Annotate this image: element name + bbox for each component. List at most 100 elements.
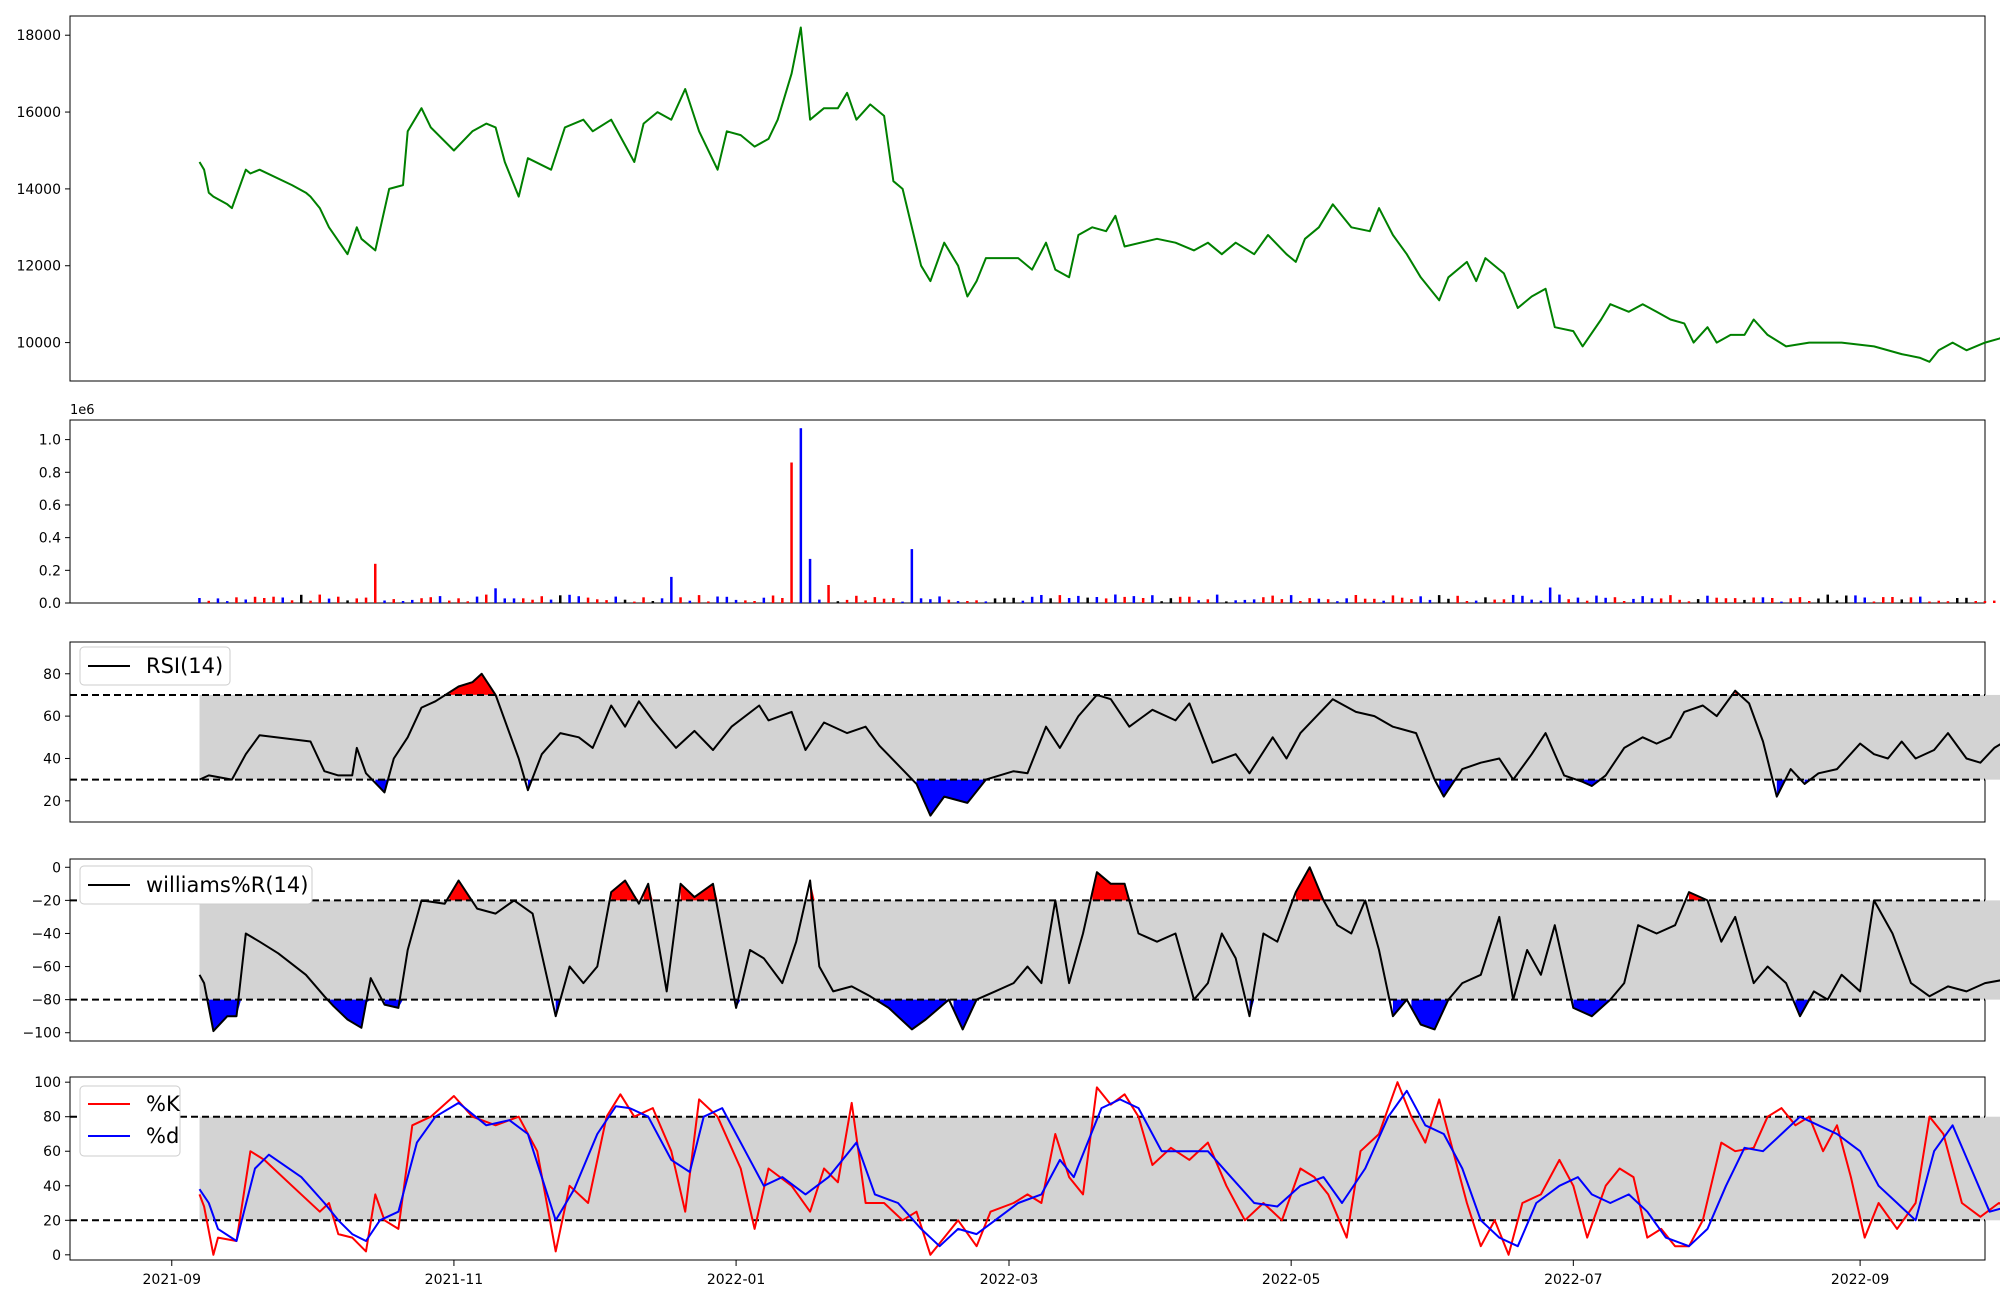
rsi-line bbox=[199, 672, 2000, 817]
rsi-neutral-band bbox=[199, 694, 2000, 780]
volume-bar bbox=[642, 597, 645, 603]
volume-bar bbox=[845, 599, 849, 603]
volume-bar bbox=[596, 599, 599, 603]
volume-bar bbox=[1104, 598, 1108, 603]
volume-bar bbox=[1835, 600, 1839, 603]
volume-bar bbox=[1336, 601, 1339, 603]
volume-bar bbox=[1428, 599, 1432, 603]
volume-bar bbox=[1447, 598, 1450, 603]
volume-bar bbox=[1872, 601, 1876, 603]
y-tick-label: 60 bbox=[43, 709, 61, 725]
volume-bar bbox=[651, 601, 655, 603]
y-tick-label: 0.8 bbox=[39, 465, 61, 481]
volume-bar bbox=[744, 600, 747, 603]
y-tick-label: 0.4 bbox=[39, 531, 61, 547]
stochastic-legend-k-label: %K bbox=[146, 1092, 181, 1116]
volume-bar bbox=[337, 596, 340, 603]
y-tick-label: 16000 bbox=[16, 105, 61, 121]
williams-legend-box bbox=[79, 865, 313, 905]
volume-bar bbox=[1845, 595, 1848, 603]
volume-bar bbox=[605, 600, 608, 603]
volume-bar bbox=[1937, 600, 1940, 603]
volume-offset-label: 1e6 bbox=[70, 403, 95, 418]
y-tick-label: 12000 bbox=[16, 259, 61, 275]
volume-bar bbox=[623, 599, 627, 603]
panel-stochastic: 0 20 40 60 80 100 %K %d 2021-09 2021-11 2022-01… bbox=[34, 1075, 2000, 1288]
stochastic-y-ticks: 0 20 40 60 80 100 bbox=[34, 1075, 70, 1264]
volume-bar bbox=[457, 598, 460, 603]
volume-bar bbox=[531, 599, 534, 603]
volume-bar bbox=[263, 598, 266, 603]
y-tick-label: −20 bbox=[31, 893, 61, 909]
volume-bar bbox=[1909, 597, 1913, 603]
volume-bar bbox=[919, 598, 923, 603]
volume-bar bbox=[586, 597, 590, 603]
volume-bar bbox=[1345, 598, 1348, 603]
volume-bar bbox=[1826, 594, 1829, 603]
volume-bar bbox=[226, 601, 229, 603]
volume-bar bbox=[1419, 596, 1422, 603]
volume-bar bbox=[318, 594, 321, 603]
volume-bar bbox=[1493, 599, 1496, 603]
volume-bar bbox=[975, 600, 978, 603]
volume-bar bbox=[1808, 601, 1811, 603]
volume-bar bbox=[762, 597, 766, 603]
volume-bar bbox=[485, 594, 488, 603]
panel-price: 10000 12000 14000 16000 18000 bbox=[16, 15, 2000, 382]
volume-bar bbox=[1410, 599, 1413, 603]
y-tick-label: 18000 bbox=[16, 28, 61, 44]
volume-bar bbox=[559, 595, 562, 603]
volume-bar bbox=[1974, 601, 1977, 603]
volume-bar bbox=[1225, 601, 1228, 603]
volume-bar bbox=[568, 594, 571, 603]
volume-bar bbox=[1780, 601, 1783, 603]
volume-bar bbox=[364, 597, 368, 603]
volume-y-ticks: 0.0 0.2 0.4 0.6 0.8 1.0 bbox=[39, 433, 70, 612]
volume-bar bbox=[679, 597, 682, 603]
volume-bar bbox=[1761, 597, 1765, 603]
y-tick-label: 0.0 bbox=[39, 596, 61, 612]
volume-bar bbox=[1595, 595, 1598, 603]
volume-bar bbox=[1706, 595, 1709, 603]
volume-bar bbox=[956, 601, 960, 603]
volume-bar bbox=[614, 596, 617, 603]
y-tick-label: 20 bbox=[43, 1213, 61, 1229]
volume-bar bbox=[1151, 595, 1154, 603]
volume-bar bbox=[1956, 598, 1959, 603]
panel-volume: 1e6 0.0 0.2 0.4 0.6 0.8 1.0 bbox=[39, 403, 1996, 612]
y-tick-label: 10000 bbox=[16, 336, 61, 352]
volume-bar bbox=[1983, 601, 1987, 603]
y-tick-label: 0.6 bbox=[39, 498, 61, 514]
volume-bar bbox=[1946, 601, 1950, 603]
volume-bar bbox=[1188, 596, 1191, 603]
volume-bar bbox=[1632, 598, 1635, 603]
volume-bar bbox=[448, 600, 451, 603]
volume-bar bbox=[1299, 601, 1302, 603]
x-tick-label: 2021-11 bbox=[425, 1272, 484, 1288]
volume-bar bbox=[1363, 598, 1367, 603]
y-tick-label: 40 bbox=[43, 1179, 61, 1195]
y-tick-label: 80 bbox=[43, 667, 61, 683]
y-tick-label: −60 bbox=[31, 960, 61, 976]
volume-bar bbox=[808, 558, 812, 603]
volume-bar bbox=[1400, 597, 1404, 603]
volume-bar bbox=[1178, 596, 1182, 603]
y-tick-label: 0 bbox=[52, 1248, 61, 1264]
volume-axes-frame bbox=[69, 419, 1986, 604]
volume-bars bbox=[198, 428, 1996, 603]
stochastic-d-line bbox=[198, 1089, 2000, 1248]
volume-bar bbox=[429, 597, 432, 603]
volume-bar bbox=[1798, 597, 1802, 603]
williams-legend: williams%R(14) bbox=[79, 865, 313, 905]
volume-bar bbox=[1891, 597, 1894, 603]
volume-bar bbox=[1993, 600, 1996, 603]
rsi-threshold-lines bbox=[70, 693, 1985, 781]
volume-bar bbox=[1391, 595, 1395, 603]
volume-bar bbox=[910, 549, 914, 603]
volume-bar bbox=[1040, 595, 1043, 603]
volume-bar bbox=[235, 597, 238, 603]
volume-bar bbox=[1752, 597, 1755, 603]
volume-bar bbox=[522, 598, 525, 603]
volume-bar bbox=[272, 596, 275, 603]
volume-bar bbox=[1696, 599, 1700, 603]
